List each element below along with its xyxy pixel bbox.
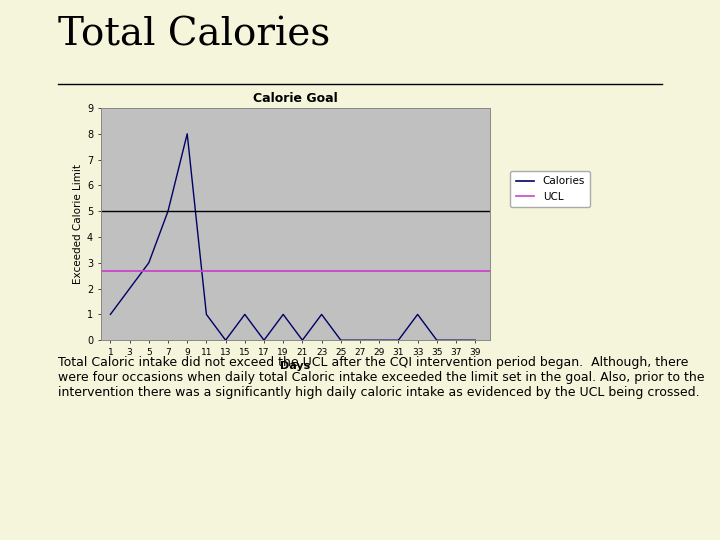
X-axis label: Days: Days (280, 361, 310, 371)
Text: Total Calories: Total Calories (58, 16, 330, 53)
Y-axis label: Exceeded Calorie Limit: Exceeded Calorie Limit (73, 164, 83, 284)
Title: Calorie Goal: Calorie Goal (253, 92, 338, 105)
Text: Total Caloric intake did not exceed the UCL after the CQI intervention period be: Total Caloric intake did not exceed the … (58, 356, 704, 400)
Legend: Calories, UCL: Calories, UCL (510, 171, 590, 207)
